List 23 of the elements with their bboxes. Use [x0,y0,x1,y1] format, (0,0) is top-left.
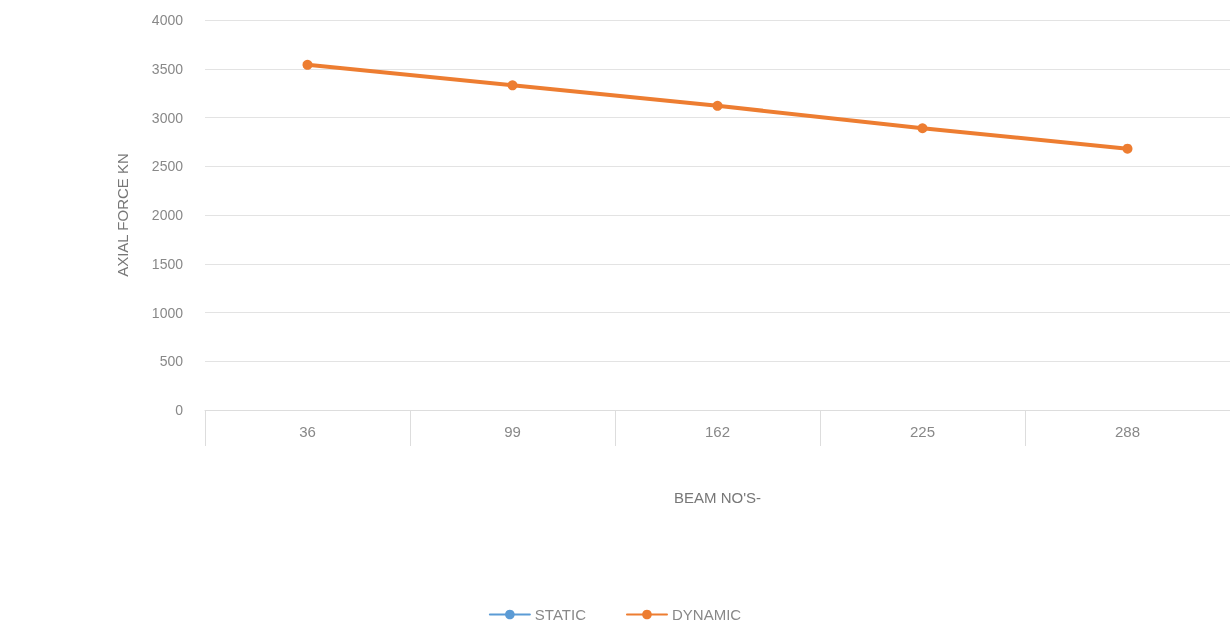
y-tick-label: 3500 [151,60,184,77]
x-tick-label: 99 [504,423,521,440]
x-tick-label: 162 [704,423,731,440]
x-tick-label: 225 [909,423,936,440]
point [917,123,928,134]
y-tick-label: 0 [175,402,184,418]
y-tick-label: 3000 [151,109,184,126]
y-tick-label: 1500 [151,255,184,272]
point [302,59,313,70]
y-tick-label: 2000 [151,207,184,223]
y-axis-title: AXIAL FORCE KN [114,153,131,277]
y-tick-label: 500 [159,353,184,370]
point [1122,143,1133,154]
x-tick-label: 288 [1114,423,1141,440]
x-axis-title: BEAM NO'S- [673,489,762,506]
y-tick-label: 4000 [151,12,184,28]
point [712,100,723,111]
legend-label: DYNAMIC [671,606,742,623]
y-tick-label: 1000 [151,304,184,321]
point [507,80,518,91]
y-tick-label: 2500 [151,158,184,175]
legend-label: STATIC [534,606,587,623]
x-tick-label: 36 [299,423,316,440]
